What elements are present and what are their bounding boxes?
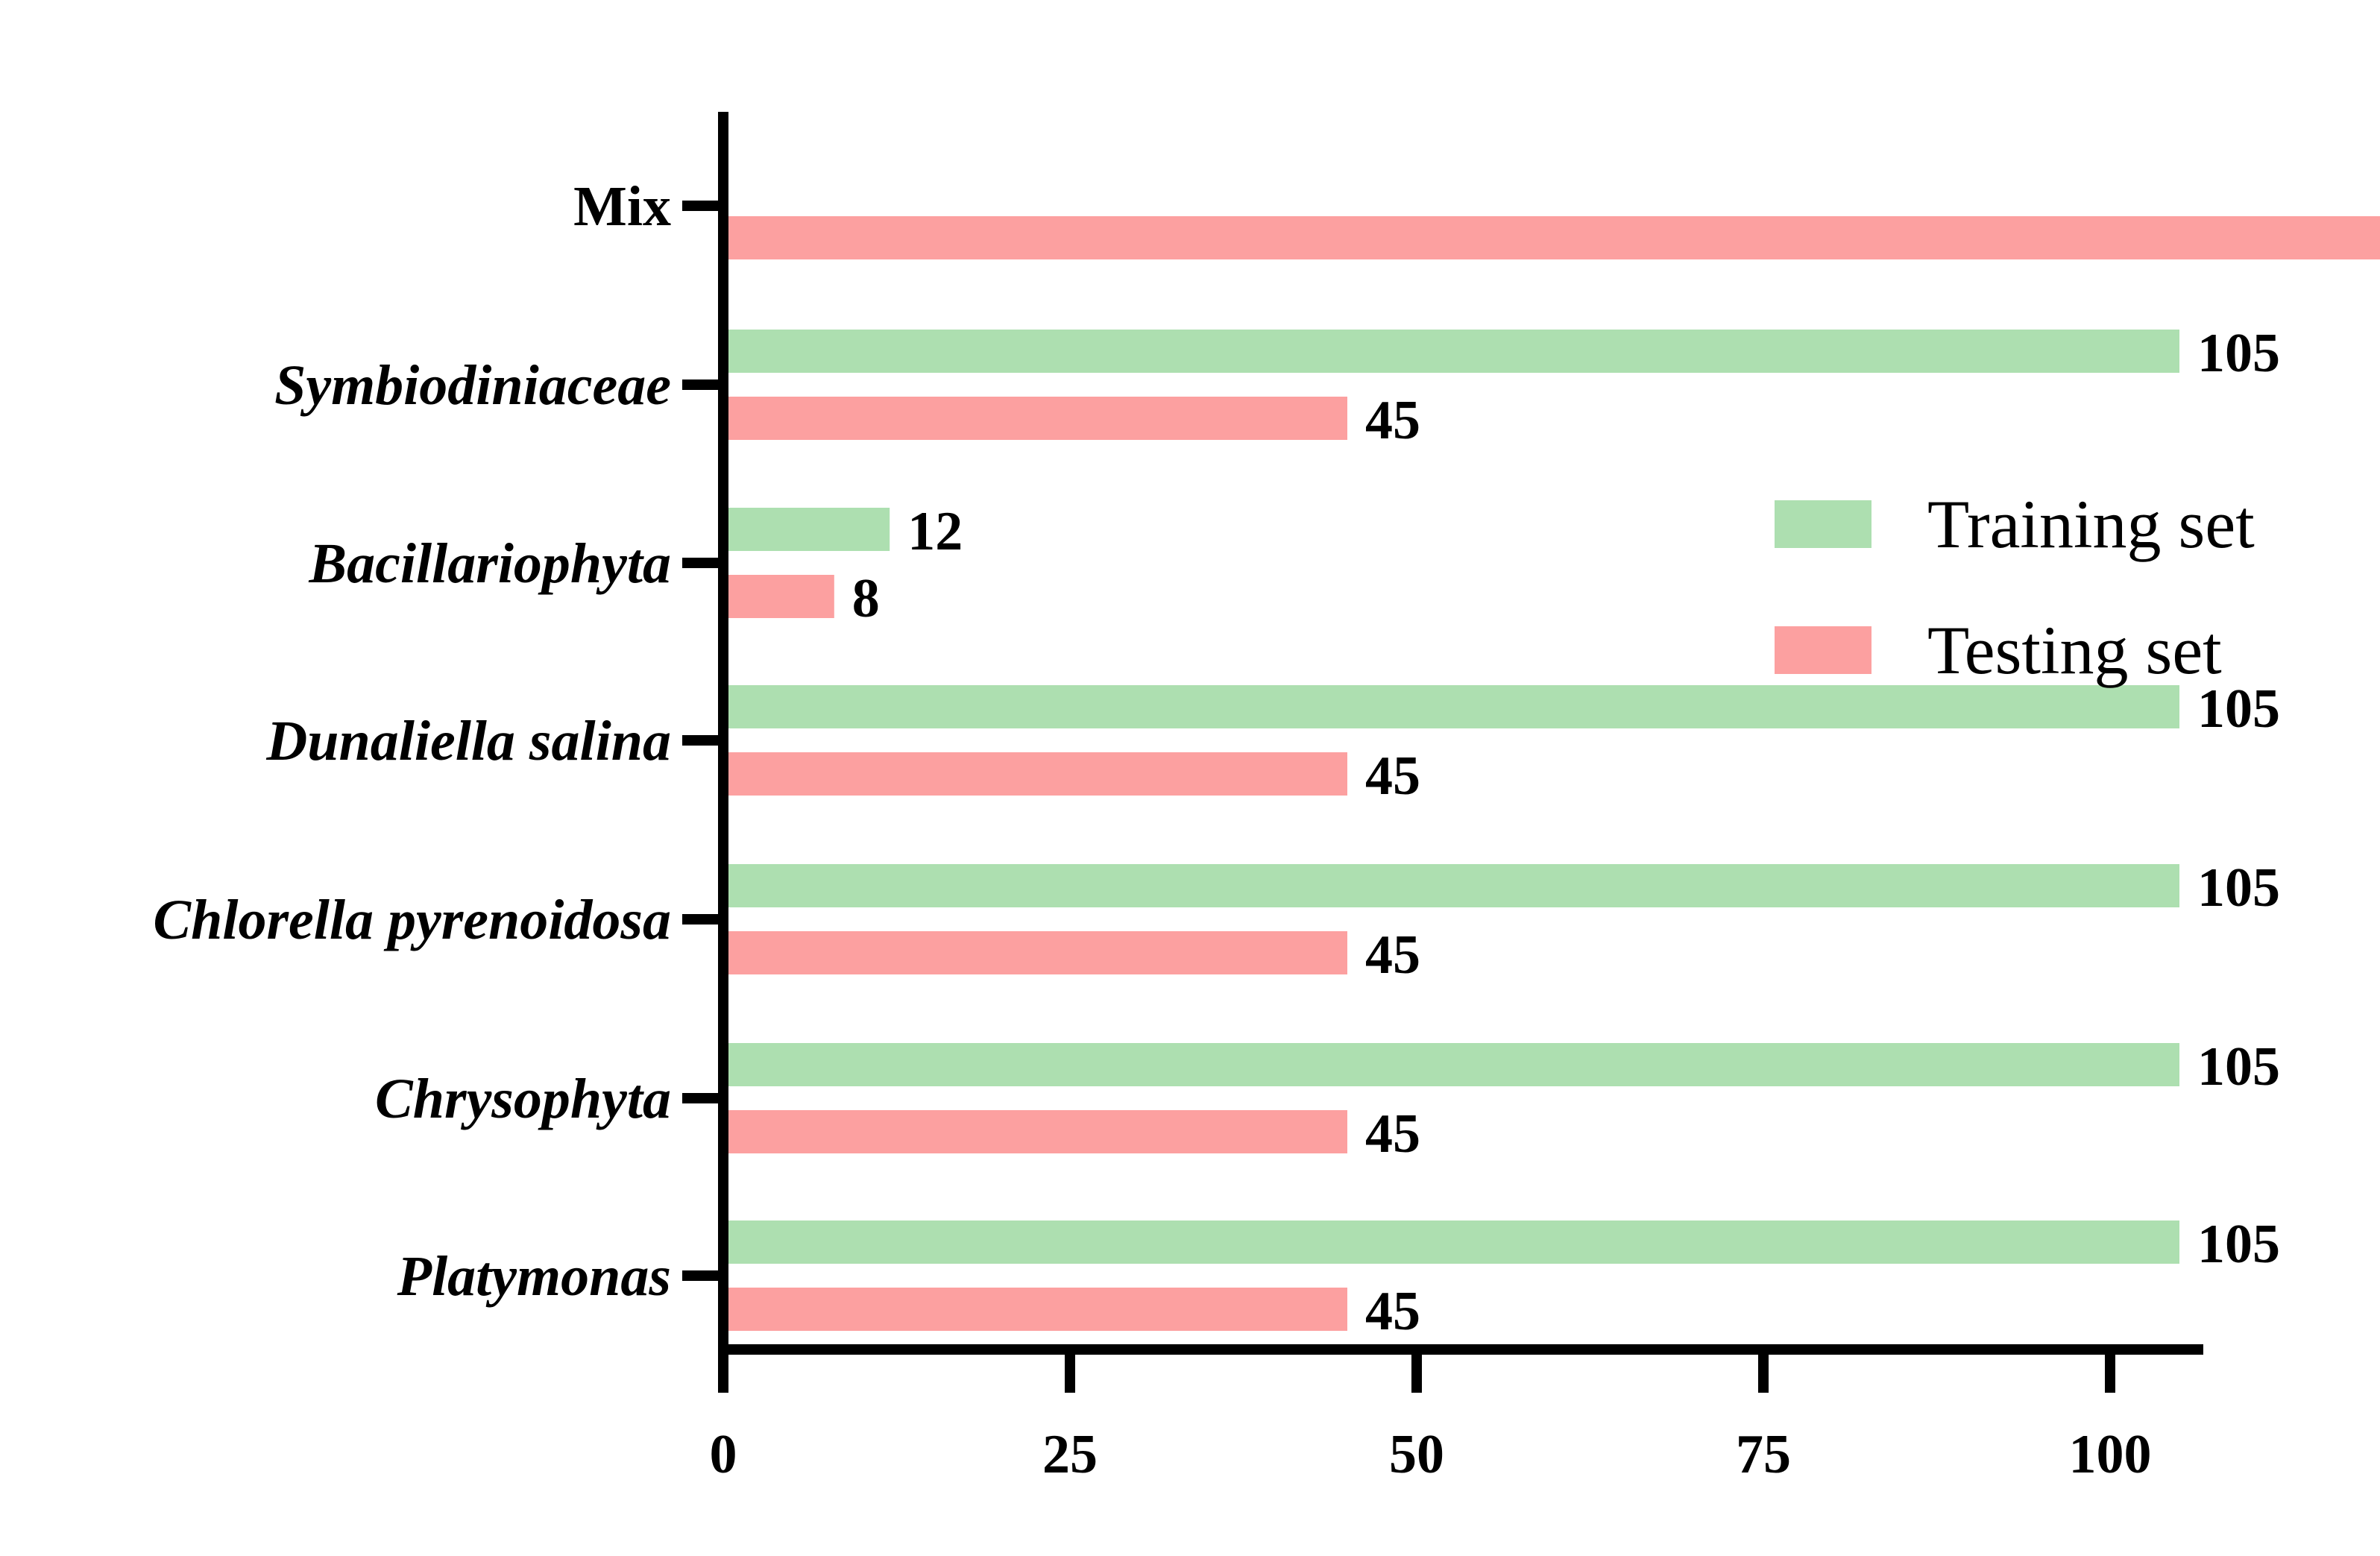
bar-training-set-1 [723,330,2179,373]
bar-testing-set-4 [723,931,1347,974]
value-label: 12 [907,501,963,562]
bar-testing-set-3 [723,752,1347,796]
value-label: 105 [2197,323,2280,384]
value-label: 105 [2197,678,2280,740]
category-label: Dunaliella salina [265,710,671,772]
category-label: Bacillariophyta [308,532,671,595]
x-tick-label: 75 [1736,1424,1791,1485]
category-label: Chlorella pyrenoidosa [153,889,671,951]
value-label: 45 [1365,1103,1420,1165]
value-labels-group: 1971054512810545105451054510545 [852,323,2280,1342]
bar-testing-set-2 [723,575,834,618]
category-label: Symbiodiniaceae [274,354,671,417]
x-tick-label: 25 [1042,1424,1098,1485]
x-tick-label: 50 [1389,1424,1444,1485]
bar-training-set-5 [723,1043,2179,1086]
value-label: 8 [852,568,880,629]
value-label: 45 [1365,925,1420,986]
bar-training-set-6 [723,1220,2179,1264]
legend-label: Testing set [1927,612,2222,688]
category-label: Chrysophyta [375,1068,671,1130]
category-label: Mix [573,175,671,238]
value-label: 105 [2197,1214,2280,1275]
bar-testing-set-1 [723,397,1347,440]
legend: Training set Testing set [1775,486,2255,688]
value-label: 45 [1365,390,1420,451]
category-labels-group: Mix Symbiodiniaceae Bacillariophyta Dunalie… [153,175,671,1308]
category-label: Platymonas [397,1245,671,1308]
bar-testing-set-0 [723,216,2380,259]
value-label: 105 [2197,1036,2280,1097]
bar-training-set-3 [723,685,2179,728]
axes-group: 0255075100125150175200 [682,112,2203,1485]
x-tick-label: 0 [710,1424,737,1485]
bars-group [723,216,2380,1331]
legend-label: Training set [1927,486,2255,562]
bar-training-set-4 [723,864,2179,907]
value-label: 105 [2197,857,2280,919]
legend-swatch [1775,500,1871,548]
x-tick-label: 100 [2069,1424,2152,1485]
legend-swatch [1775,626,1871,674]
bar-testing-set-5 [723,1110,1347,1153]
bar-training-set-2 [723,508,890,551]
bar-testing-set-6 [723,1288,1347,1331]
value-label: 45 [1365,746,1420,807]
value-label: 45 [1365,1281,1420,1342]
